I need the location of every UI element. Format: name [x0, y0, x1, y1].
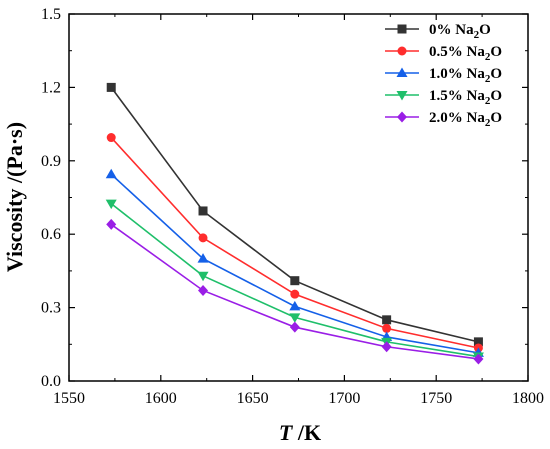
- axes: 1550 1600 1650 1700 1750 1800 0.0 0.3 0.6 0.9 1.2 1…: [41, 6, 544, 407]
- series: [106, 218, 484, 365]
- data-point: [198, 206, 208, 216]
- legend-label: 0.5% Na2O: [429, 44, 502, 63]
- data-point: [289, 300, 301, 311]
- legend-item: 1.0% Na2O: [385, 66, 502, 85]
- y-tick-label: 1.5: [41, 6, 61, 23]
- data-point: [105, 199, 117, 210]
- data-point: [382, 323, 392, 333]
- legend-marker: [397, 111, 407, 123]
- y-tick-label: 0.0: [41, 373, 61, 390]
- data-point: [289, 313, 301, 323]
- legend-marker: [397, 46, 407, 56]
- legend-marker: [397, 24, 407, 34]
- y-tick-label: 1.2: [41, 79, 61, 96]
- series-group: [105, 82, 484, 365]
- legend-item: 0.5% Na2O: [385, 44, 502, 63]
- x-tick-label: 1750: [420, 390, 452, 407]
- data-point: [105, 168, 117, 179]
- data-point: [290, 276, 300, 286]
- data-point: [198, 233, 208, 243]
- data-point: [198, 284, 209, 296]
- data-point: [381, 341, 392, 353]
- x-axis-title: T /K: [279, 420, 321, 445]
- legend-label: 0% Na2O: [429, 22, 491, 41]
- y-tick-label: 0.6: [41, 226, 61, 243]
- legend-item: 2.0% Na2O: [385, 110, 502, 129]
- y-tick-label: 0.9: [41, 153, 61, 170]
- x-tick-label: 1650: [237, 390, 269, 407]
- x-axis-title-italic: T: [279, 420, 294, 445]
- data-point: [290, 289, 300, 299]
- data-point: [289, 321, 300, 333]
- x-tick-label: 1550: [53, 390, 85, 407]
- x-tick-label: 1600: [145, 390, 177, 407]
- legend-label: 2.0% Na2O: [429, 110, 502, 129]
- data-point: [473, 337, 483, 347]
- data-point: [197, 253, 209, 263]
- data-point: [382, 315, 392, 325]
- series: [106, 82, 483, 347]
- y-axis-title: Viscosity /(Pa·s): [2, 122, 27, 272]
- legend-label: 1.0% Na2O: [429, 66, 502, 85]
- data-point: [197, 271, 209, 282]
- data-point: [106, 133, 116, 143]
- legend-label: 1.5% Na2O: [429, 88, 502, 107]
- legend-item: 0% Na2O: [385, 22, 491, 41]
- x-tick-label: 1800: [512, 390, 544, 407]
- y-tick-label: 0.3: [41, 300, 61, 317]
- x-axis-title-unit: /K: [292, 420, 321, 445]
- data-point: [473, 353, 484, 365]
- legend-item: 1.5% Na2O: [385, 88, 502, 107]
- data-point: [106, 82, 116, 92]
- x-tick-label: 1700: [328, 390, 360, 407]
- legend-marker: [396, 91, 408, 101]
- series: [106, 133, 483, 353]
- legend: 0% Na2O 0.5% Na2O 1.0% Na2O 1.5% Na2O 2.0% N…: [385, 22, 502, 129]
- data-point: [106, 218, 117, 230]
- legend-marker: [396, 67, 408, 77]
